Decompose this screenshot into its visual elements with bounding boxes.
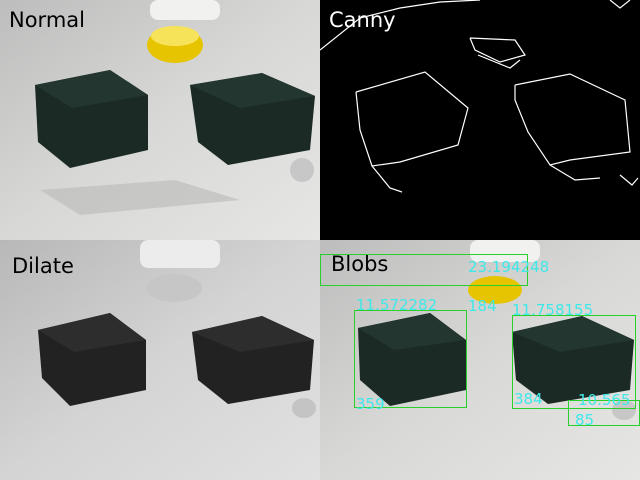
blob-1-extra: 184: [468, 297, 497, 315]
blob-2-label: 11.758155: [512, 301, 594, 319]
dilate-photo: [0, 240, 320, 480]
normal-panel: Normal: [0, 0, 320, 240]
blob-bbox-1: [354, 310, 467, 408]
blob-4-label: 10.565: [578, 391, 631, 409]
panel-title-dilate: Dilate: [12, 254, 74, 278]
blob-1-label: 11.572282: [356, 296, 438, 314]
dilate-panel: Dilate: [0, 240, 320, 480]
panel-title-blobs: Blobs: [331, 252, 389, 276]
panel-title-normal: Normal: [9, 8, 85, 32]
blob-4-area: 85: [575, 411, 595, 429]
canny-edges: [320, 0, 639, 193]
panel-title-canny: Canny: [329, 8, 396, 32]
blob-1-area: 359: [356, 395, 385, 413]
blobs-photo: [320, 240, 640, 480]
blob-bbox-2: [512, 315, 636, 409]
canny-panel: Canny: [320, 0, 640, 240]
blob-3-label: 23.194248: [468, 258, 550, 276]
blobs-panel: Blobs 23.194248 11.572282 184 11.758155 …: [320, 240, 640, 480]
blob-2-area: 384: [514, 390, 543, 408]
normal-photo: [0, 0, 320, 240]
blob-bbox-3: [320, 254, 528, 286]
